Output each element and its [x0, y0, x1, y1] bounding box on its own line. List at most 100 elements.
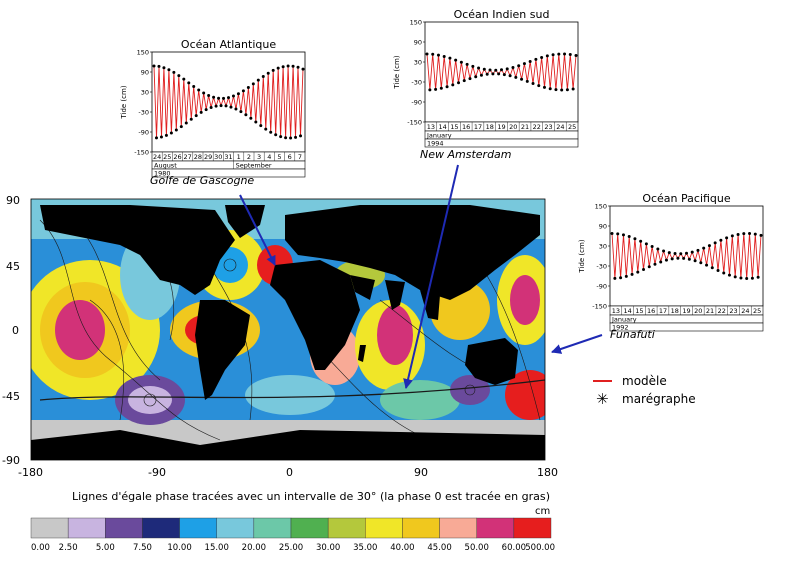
arrow-gascogne: [239, 194, 276, 266]
inset-month-label: August: [154, 162, 177, 170]
legend-gauge-label: marégraphe: [622, 392, 696, 406]
inset-day-label: 24: [556, 123, 564, 131]
label-golfe-de-gascogne: Golfe de Gascogne: [150, 174, 254, 187]
greenland: [225, 205, 265, 238]
inset-tide-gauge-point: [557, 52, 561, 56]
inset-ylabel: Tide (cm): [578, 239, 586, 273]
inset-tide-gauge-point: [471, 64, 475, 68]
africa: [270, 260, 360, 370]
inset-tide-gauge-point: [647, 265, 651, 269]
inset-tide-gauge-point: [574, 54, 578, 58]
inset-tide-gauge-point: [291, 64, 295, 68]
inset-tide-gauge-point: [759, 233, 763, 237]
inset-tide-gauge-point: [485, 72, 489, 76]
inset-month-label: January: [426, 132, 452, 140]
inset-tide-gauge-point: [748, 232, 752, 236]
inset-tide-gauge-point: [459, 60, 463, 64]
inset-day-label: 22: [718, 307, 726, 315]
inset-tide-gauge-point: [745, 276, 749, 280]
inset-tide-gauge-point: [627, 235, 631, 239]
colorbar-label: 15.00: [205, 543, 229, 553]
land: [31, 205, 545, 460]
inset-tide-gauge-point: [568, 53, 572, 57]
inset-tide-gauge-point: [212, 95, 216, 99]
inset-tide-gauge-point: [488, 68, 492, 72]
amplitude-zone: [377, 305, 413, 365]
inset-ytick-label: -30: [138, 109, 149, 117]
inset-tide-gauge-point: [696, 248, 700, 252]
inset-tide-gauge-point: [705, 263, 709, 267]
inset-tide-gauge-point: [531, 82, 535, 86]
inset-day-label: 18: [671, 307, 679, 315]
inset-tide-gauge-point: [676, 256, 680, 260]
colorbar-label: 40.00: [390, 543, 414, 553]
inset-tide-gauge-point: [227, 96, 230, 100]
inset-tide-gauge-point: [636, 270, 640, 274]
world-map: [30, 198, 546, 461]
inset-day-label: 4: [267, 153, 271, 161]
inset-day-label: 24: [153, 153, 161, 161]
y-tick-label: 45: [6, 260, 20, 273]
inset-tide-gauge-point: [693, 259, 697, 263]
inset-tide-gauge-point: [289, 136, 293, 140]
tide-gauge-asterisk-icon: ✳: [596, 390, 609, 408]
colorbar-label: 50.00: [465, 543, 489, 553]
inset-tide-gauge-point: [159, 135, 163, 139]
inset-tide-gauge-point: [653, 262, 657, 266]
inset-tide-gauge-point: [736, 232, 740, 236]
inset-tide-gauge-point: [613, 276, 617, 280]
inset-tide-gauge-point: [244, 113, 248, 117]
inset-tide-gauge-point: [699, 261, 703, 265]
inset-ytick-label: 30: [599, 243, 607, 251]
inset-tide-gauge-point: [742, 232, 746, 236]
inset-ytick-label: 30: [141, 89, 149, 97]
inset-tide-gauge-point: [301, 67, 305, 71]
inset-day-label: 21: [706, 307, 714, 315]
inset-tide-gauge-point: [750, 276, 754, 280]
inset-tide-gauge-point: [571, 87, 575, 91]
inset-tide-gauge-point: [707, 244, 711, 248]
legend: modèle ✳ marégraphe: [593, 374, 696, 408]
inset-tide-gauge-point: [154, 136, 158, 140]
inset-tide-gauge-point: [224, 104, 228, 108]
inset-tide-gauge-point: [254, 120, 258, 124]
arrow-funafuti: [551, 334, 603, 354]
inset-tide-gauge-point: [294, 135, 298, 139]
inset-tide-gauge-point: [548, 87, 552, 91]
inset-tide-gauge-point: [266, 71, 270, 75]
inset-tide-gauge-point: [192, 85, 196, 89]
inset-day-label: 29: [204, 153, 212, 161]
inset-tide-gauge-point: [474, 75, 478, 79]
inset-tide-gauge-point: [633, 237, 637, 241]
inset-tide-gauge-point: [528, 60, 532, 64]
inset-tide-gauge-point: [174, 128, 178, 132]
colorbar-swatch: [439, 517, 477, 539]
inset-tide-gauge-point: [214, 104, 218, 108]
inset-day-label: 26: [173, 153, 181, 161]
inset-tide-gauge-point: [687, 257, 691, 261]
inset-tide-gauge-point: [281, 65, 285, 69]
inset-tide-gauge-point: [621, 233, 625, 237]
inset-tide-gauge-point: [690, 250, 694, 254]
inset-year-label: 1980: [154, 170, 171, 178]
inset-tide-gauge-point: [241, 89, 245, 93]
inset-tide-gauge-point: [152, 64, 156, 68]
inset-tide-gauge-point: [259, 124, 263, 128]
inset-tide-gauge-point: [756, 275, 760, 279]
colorbar: 0.00 2.50 5.00 7.50 10.00 15.00 20.00 25.00 30.0…: [30, 517, 555, 553]
colorbar-swatch: [30, 517, 69, 539]
inset-ytick-label: -150: [592, 303, 607, 311]
inset-day-label: 27: [184, 153, 192, 161]
inset-tide-gauge-point: [500, 68, 503, 72]
inset-day-label: 24: [741, 307, 749, 315]
inset-ytick-label: -30: [411, 79, 422, 87]
inset-ytick-label: -150: [407, 119, 422, 127]
map-frame: [30, 198, 546, 461]
inset-tide-gauge-point: [454, 58, 458, 62]
inset-tide-gauge-point: [251, 82, 255, 86]
inset-tide-gauge-point: [713, 241, 717, 245]
inset-tide-gauge-point: [462, 79, 466, 83]
inset-tide-gauge-point: [502, 73, 506, 77]
inset-tide-gauge-point: [264, 127, 268, 131]
inset-tide-gauge-point: [722, 271, 726, 275]
